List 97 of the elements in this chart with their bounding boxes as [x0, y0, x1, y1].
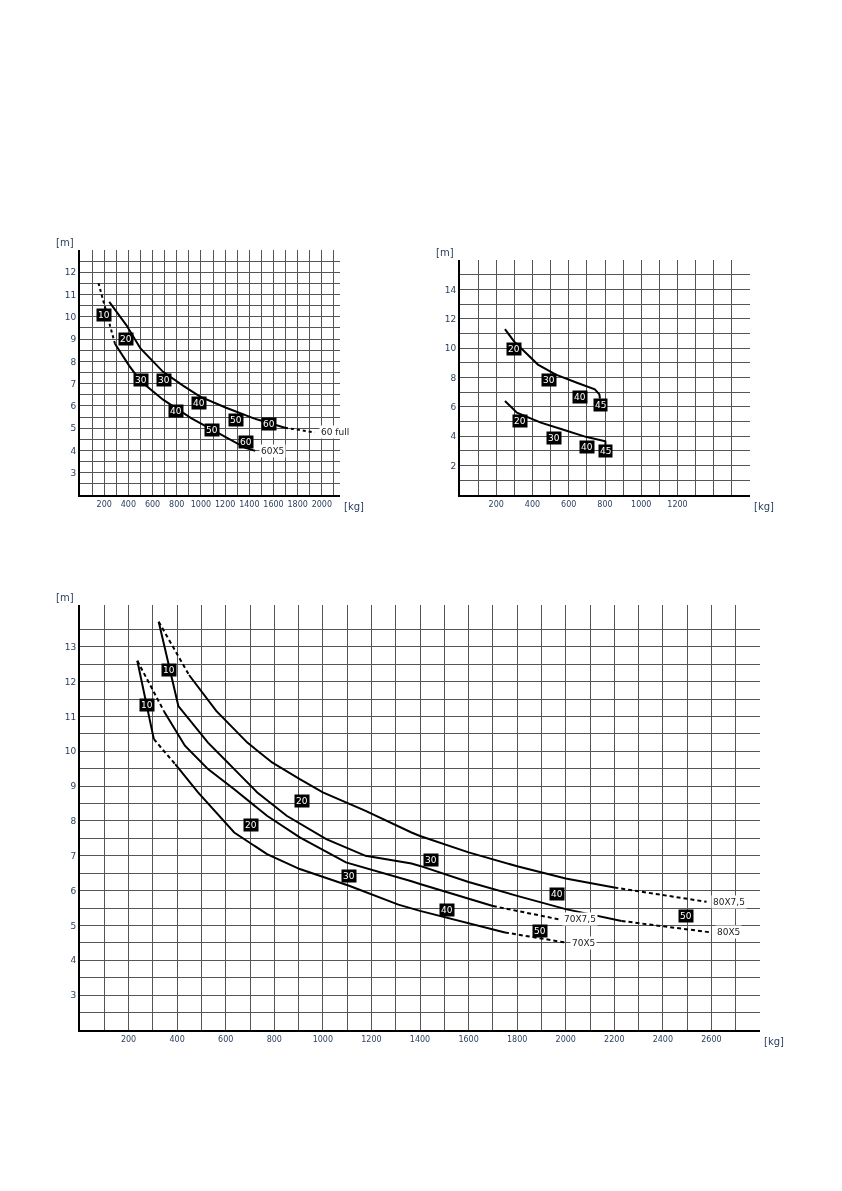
y-tick-label: 12: [64, 267, 77, 278]
annotation: 10: [163, 665, 175, 675]
y-tick-label: 13: [64, 641, 77, 652]
annotation: 40: [551, 889, 563, 899]
x-tick-label: 200: [120, 1034, 137, 1044]
annotation: 45: [595, 400, 607, 410]
series-label: 60X5: [261, 446, 285, 456]
annotation: 40: [581, 442, 593, 452]
x-tick-label: 2600: [701, 1034, 722, 1044]
annotation: 10: [98, 310, 110, 320]
annotation: 10: [141, 700, 153, 710]
annotation: 30: [548, 433, 560, 443]
x-tick-label: 2000: [311, 499, 333, 509]
x-tick-label: 1000: [631, 499, 652, 509]
y-tick-label: 5: [70, 423, 77, 434]
series-label: 80X5: [717, 927, 741, 937]
x-tick-label: 1200: [214, 499, 236, 509]
y-tick-label: 3: [70, 467, 77, 478]
x-tick-label: 200: [96, 499, 112, 509]
annotation: 50: [206, 425, 218, 435]
y-tick-label: 10: [64, 311, 77, 322]
x-tick-label: 800: [266, 1034, 282, 1044]
y-tick-label: 7: [70, 850, 77, 861]
x-tick-label: 400: [524, 499, 541, 509]
x-tick-label: 2000: [555, 1034, 576, 1044]
annotation: 60: [263, 419, 275, 429]
y-tick-label: 4: [70, 445, 77, 456]
annotation: 50: [230, 415, 242, 425]
x-tick-label: 1400: [239, 499, 260, 509]
y-axis-title: [m]: [56, 592, 74, 603]
series-label: 60 full: [321, 427, 350, 437]
y-tick-label: 11: [64, 711, 77, 722]
x-tick-label: 1200: [667, 499, 688, 509]
y-tick-label: 3: [70, 990, 77, 1001]
y-tick-label: 4: [450, 431, 457, 442]
y-tick-label: 8: [70, 816, 77, 827]
annotation: 40: [193, 398, 205, 408]
x-tick-label: 1400: [409, 1034, 431, 1044]
y-tick-label: 5: [70, 920, 77, 931]
annotation: 60: [240, 437, 252, 447]
y-tick-label: 8: [450, 372, 457, 383]
x-axis-title: [kg]: [754, 501, 775, 512]
annotation: 30: [343, 871, 355, 881]
annotation: 30: [135, 375, 147, 385]
y-axis-title: [m]: [436, 247, 454, 258]
annotation: 40: [170, 406, 182, 416]
series-label: 70X7,5: [564, 914, 596, 924]
x-tick-label: 400: [169, 1034, 185, 1044]
annotation: 20: [508, 344, 520, 354]
x-tick-label: 1000: [312, 1034, 334, 1044]
x-tick-label: 600: [561, 499, 577, 509]
annotation: 30: [158, 375, 170, 385]
y-tick-label: 9: [70, 334, 77, 345]
series-label: 80X7,5: [713, 897, 745, 907]
annotation: 30: [425, 855, 437, 865]
x-tick-label: 1600: [263, 499, 284, 509]
annotation: 40: [441, 905, 453, 915]
y-tick-label: 6: [70, 401, 77, 412]
y-tick-label: 2: [450, 460, 457, 471]
annotation: 40: [574, 392, 586, 402]
annotation: 50: [534, 926, 546, 936]
x-tick-label: 400: [120, 499, 137, 509]
x-tick-label: 600: [218, 1034, 234, 1044]
annotation: 20: [296, 796, 308, 806]
x-tick-label: 600: [144, 499, 161, 509]
x-tick-label: 2400: [652, 1034, 674, 1044]
y-tick-label: 9: [70, 781, 77, 792]
x-tick-label: 2200: [604, 1034, 625, 1044]
x-tick-label: 1000: [190, 499, 212, 509]
series-label: 70X5: [572, 938, 596, 948]
x-tick-label: 200: [488, 499, 504, 509]
y-tick-label: 12: [444, 313, 457, 324]
x-tick-label: 800: [597, 499, 613, 509]
x-tick-label: 1600: [458, 1034, 479, 1044]
y-tick-label: 10: [64, 746, 77, 757]
x-tick-label: 800: [169, 499, 185, 509]
annotation: 20: [245, 820, 257, 830]
y-tick-label: 4: [70, 955, 77, 966]
x-tick-label: 1200: [361, 1034, 382, 1044]
annotation: 30: [543, 375, 555, 385]
y-tick-label: 7: [70, 378, 77, 389]
x-tick-label: 1800: [287, 499, 308, 509]
y-tick-label: 11: [64, 289, 77, 300]
annotation: 50: [680, 911, 692, 921]
y-axis-title: [m]: [56, 237, 74, 248]
annotation: 45: [600, 446, 612, 456]
annotation: 20: [120, 334, 132, 344]
annotation: 20: [514, 416, 526, 426]
y-tick-label: 14: [444, 284, 457, 295]
y-tick-label: 8: [70, 356, 77, 367]
x-axis-title: [kg]: [344, 501, 365, 512]
y-tick-label: 6: [450, 402, 457, 413]
x-tick-label: 1800: [506, 1034, 528, 1044]
x-axis-title: [kg]: [764, 1036, 785, 1047]
y-tick-label: 6: [70, 885, 77, 896]
y-tick-label: 12: [64, 676, 77, 687]
y-tick-label: 10: [444, 343, 457, 354]
